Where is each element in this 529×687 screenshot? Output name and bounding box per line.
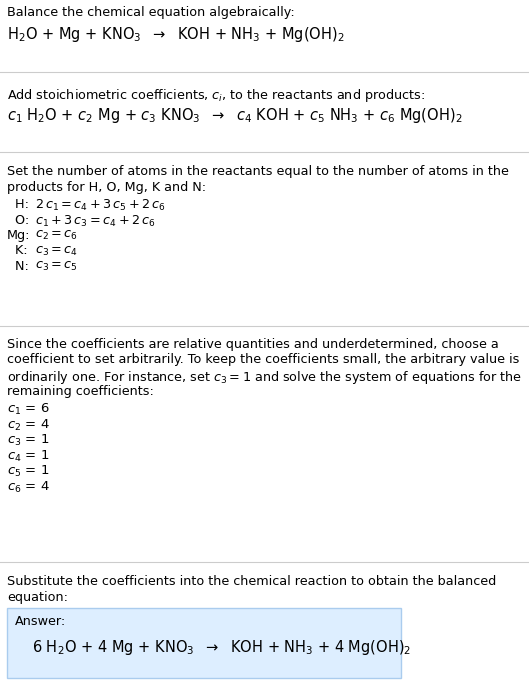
Text: $c_{2}$ = 4: $c_{2}$ = 4 — [7, 418, 50, 433]
Text: $c_{1}$ H$_{2}$O + $c_{2}$ Mg + $c_{3}$ KNO$_{3}$  $\rightarrow$  $c_{4}$ KOH + : $c_{1}$ H$_{2}$O + $c_{2}$ Mg + $c_{3}$ … — [7, 106, 462, 125]
Text: H$_{2}$O + Mg + KNO$_{3}$  $\rightarrow$  KOH + NH$_{3}$ + Mg(OH)$_{2}$: H$_{2}$O + Mg + KNO$_{3}$ $\rightarrow$ … — [7, 25, 344, 44]
Text: Mg:: Mg: — [7, 229, 31, 242]
Text: Since the coefficients are relative quantities and underdetermined, choose a: Since the coefficients are relative quan… — [7, 338, 499, 351]
FancyBboxPatch shape — [7, 608, 401, 678]
Text: K:: K: — [7, 245, 28, 258]
Text: H:: H: — [7, 198, 29, 211]
Text: remaining coefficients:: remaining coefficients: — [7, 385, 154, 398]
Text: $c_{5}$ = 1: $c_{5}$ = 1 — [7, 464, 49, 479]
Text: Add stoichiometric coefficients, $c_{i}$, to the reactants and products:: Add stoichiometric coefficients, $c_{i}$… — [7, 87, 425, 104]
Text: O:: O: — [7, 214, 29, 227]
Text: Balance the chemical equation algebraically:: Balance the chemical equation algebraica… — [7, 6, 295, 19]
Text: $2\,c_{1} = c_{4} + 3\,c_{5} + 2\,c_{6}$: $2\,c_{1} = c_{4} + 3\,c_{5} + 2\,c_{6}$ — [35, 198, 166, 213]
Text: Answer:: Answer: — [15, 615, 66, 628]
Text: coefficient to set arbitrarily. To keep the coefficients small, the arbitrary va: coefficient to set arbitrarily. To keep … — [7, 354, 519, 366]
Text: $c_{6}$ = 4: $c_{6}$ = 4 — [7, 480, 50, 495]
Text: $c_{3} = c_{4}$: $c_{3} = c_{4}$ — [35, 245, 78, 258]
Text: equation:: equation: — [7, 591, 68, 603]
Text: Substitute the coefficients into the chemical reaction to obtain the balanced: Substitute the coefficients into the che… — [7, 575, 496, 588]
Text: Set the number of atoms in the reactants equal to the number of atoms in the: Set the number of atoms in the reactants… — [7, 165, 509, 178]
Text: products for H, O, Mg, K and N:: products for H, O, Mg, K and N: — [7, 181, 206, 194]
Text: $c_{3} = c_{5}$: $c_{3} = c_{5}$ — [35, 260, 78, 273]
Text: 6 H$_{2}$O + 4 Mg + KNO$_{3}$  $\rightarrow$  KOH + NH$_{3}$ + 4 Mg(OH)$_{2}$: 6 H$_{2}$O + 4 Mg + KNO$_{3}$ $\rightarr… — [32, 638, 412, 657]
Text: $c_{1} + 3\,c_{3} = c_{4} + 2\,c_{6}$: $c_{1} + 3\,c_{3} = c_{4} + 2\,c_{6}$ — [35, 214, 156, 229]
Text: $c_{1}$ = 6: $c_{1}$ = 6 — [7, 402, 50, 417]
Text: $c_{4}$ = 1: $c_{4}$ = 1 — [7, 449, 49, 464]
Text: N:: N: — [7, 260, 29, 273]
Text: ordinarily one. For instance, set $c_{3} = 1$ and solve the system of equations : ordinarily one. For instance, set $c_{3}… — [7, 369, 522, 386]
Text: $c_{2} = c_{6}$: $c_{2} = c_{6}$ — [35, 229, 78, 242]
Text: $c_{3}$ = 1: $c_{3}$ = 1 — [7, 433, 49, 448]
